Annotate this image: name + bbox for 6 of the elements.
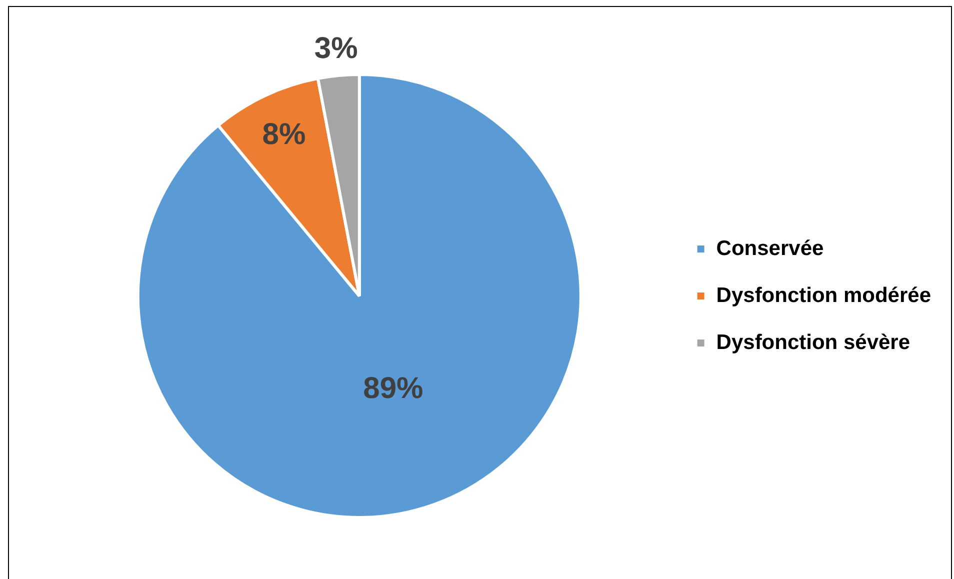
data-label: 89% [363, 372, 424, 406]
legend-label: Dysfonction sévère [716, 330, 910, 354]
data-label: 8% [262, 118, 306, 151]
legend-label: Conservée [716, 236, 824, 260]
legend-label: Dysfonction modérée [716, 284, 932, 307]
data-label: 3% [314, 32, 358, 65]
